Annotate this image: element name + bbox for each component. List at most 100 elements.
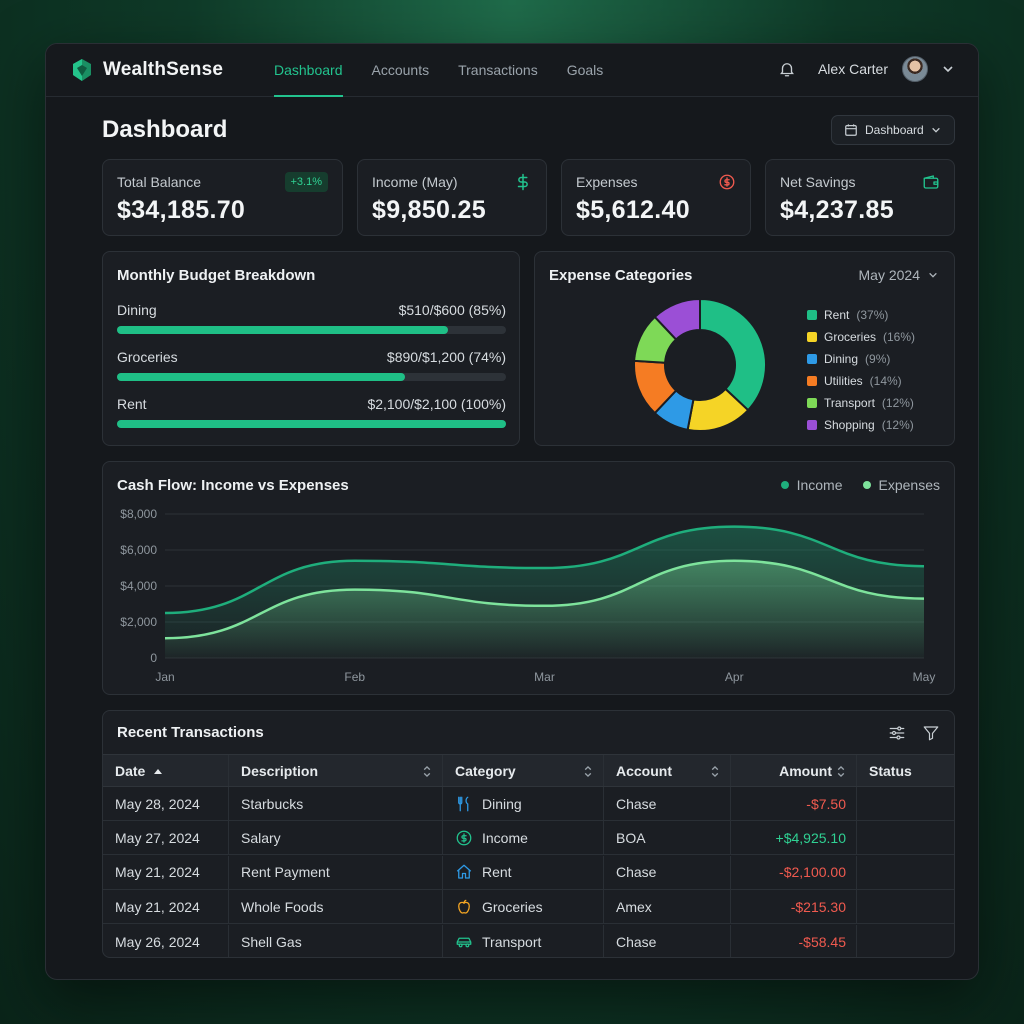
budget-value: $2,100/$2,100 (100%) [367,396,506,412]
month-selector[interactable]: May 2024 [859,267,938,283]
bell-icon[interactable] [778,60,796,78]
cell-date: May 28, 2024 [103,787,229,820]
cell-status [857,821,954,854]
legend-percent: (14%) [869,374,902,388]
area-expenses [165,560,924,658]
recent-transactions-card: Recent Transactions Date Description Cat… [102,710,955,958]
cell-account: Chase [604,924,731,957]
legend-name: Dining [824,352,859,366]
car-icon [456,937,472,947]
avatar[interactable] [902,56,928,82]
column-label: Status [869,762,912,779]
nav-transactions[interactable]: Transactions [458,62,538,78]
legend-swatch [807,398,817,408]
donut-slice-rent[interactable] [699,297,767,412]
table-row[interactable]: May 21, 2024 Rent Payment Rent Chase -$2… [103,855,954,890]
brand[interactable]: WealthSense [70,58,223,82]
column-header-category[interactable]: Category [443,755,604,786]
table-row[interactable]: May 27, 2024 Salary Income BOA +$4,925.1… [103,821,954,856]
nav-accounts[interactable]: Accounts [371,62,430,78]
cell-status [857,856,954,889]
table-row[interactable]: May 26, 2024 Shell Gas Transport Chase -… [103,924,954,957]
home-icon [456,864,472,879]
series-line-income[interactable] [164,525,925,615]
stat-value: $9,850.25 [372,196,486,224]
legend-name: Transport [824,396,875,410]
table-row[interactable]: May 28, 2024 Starbucks Dining Chase -$7.… [103,787,954,821]
stat-value: $4,237.85 [780,196,894,224]
stat-label: Income (May) [372,174,458,190]
legend-percent: (12%) [881,396,914,410]
filter-icon[interactable] [922,724,940,742]
app-window: WealthSense Dashboard Accounts Transacti… [45,43,979,980]
nav-goals[interactable]: Goals [566,62,604,78]
legend-item-transport[interactable]: Transport (12%) [807,392,915,414]
stat-value: $34,185.70 [117,196,246,224]
legend-name: Groceries [824,330,877,344]
legend-item-groceries[interactable]: Groceries (16%) [807,326,915,348]
column-header-amount[interactable]: Amount [731,755,857,786]
category-label: Dining [482,795,522,812]
column-label: Amount [779,762,832,779]
view-selector-label: Dashboard [865,123,924,137]
legend-percent: (16%) [883,330,916,344]
column-header-description[interactable]: Description [229,755,443,786]
calendar-icon [845,124,857,136]
budget-value: $890/$1,200 (74%) [386,349,506,365]
growth-badge: +3.1% [284,172,328,192]
sliders-icon[interactable] [888,724,906,742]
y-tick-label: $6,000 [120,543,157,557]
stat-label: Net Savings [780,174,856,190]
column-header-status[interactable]: Status [857,755,954,786]
stat-card-total-balance[interactable]: Total Balance +3.1% $34,185.70 [102,159,343,236]
legend-item-utilities[interactable]: Utilities (14%) [807,370,915,392]
view-selector-dropdown[interactable]: Dashboard [831,115,955,145]
progress-track [117,326,506,334]
cell-amount: -$2,100.00 [731,855,857,889]
legend-income[interactable]: Income [780,477,843,493]
x-tick-label: May [913,670,936,684]
legend-expenses[interactable]: Expenses [862,477,940,493]
series-line-expenses[interactable] [164,559,925,640]
legend-item-rent[interactable]: Rent (37%) [807,304,915,326]
column-label: Category [455,762,516,779]
stat-label: Total Balance [117,174,202,190]
column-label: Date [115,762,146,779]
category-label: Rent [482,864,512,881]
cell-account: Amex [604,890,731,924]
y-tick-label: $8,000 [120,507,157,521]
table-row[interactable]: May 21, 2024 Whole Foods Groceries Amex … [103,890,954,925]
y-tick-label: 0 [150,651,157,665]
donut-slice-shopping[interactable] [653,297,701,341]
month-label: May 2024 [858,267,920,283]
wallet-icon [923,175,939,189]
legend-item-shopping[interactable]: Shopping (12%) [807,414,915,436]
cell-account: BOA [604,821,731,855]
main-nav: Dashboard Accounts Transactions Goals [274,44,603,97]
cell-description: Starbucks [229,787,443,820]
category-label: Income [482,829,528,846]
cell-category: Rent [443,855,604,889]
leaf-logo-icon [73,59,91,81]
stat-card-expenses[interactable]: Expenses $5,612.40 [561,159,751,236]
chevron-down-icon[interactable] [942,63,954,75]
legend-swatch [807,376,817,386]
cell-date: May 26, 2024 [103,924,229,957]
legend-percent: (9%) [865,352,891,366]
legend-item-dining[interactable]: Dining (9%) [807,348,915,370]
expense-categories-card: Expense Categories May 2024 Rent (37%) Gro… [534,251,955,446]
column-header-date[interactable]: Date [103,755,229,786]
column-header-account[interactable]: Account [604,755,731,786]
user-area: Alex Carter [778,56,954,82]
x-tick-label: Apr [725,670,744,684]
user-name[interactable]: Alex Carter [817,61,888,77]
budget-label: Dining [117,302,157,318]
cell-description: Shell Gas [229,924,443,957]
stat-card-income[interactable]: Income (May) $9,850.25 [357,159,547,236]
cell-date: May 27, 2024 [103,821,229,855]
nav-dashboard[interactable]: Dashboard [274,44,343,97]
cell-category: Transport [443,924,604,957]
stat-card-net-savings[interactable]: Net Savings $4,237.85 [765,159,955,236]
category-label: Transport [482,933,542,950]
cell-status [857,787,954,820]
